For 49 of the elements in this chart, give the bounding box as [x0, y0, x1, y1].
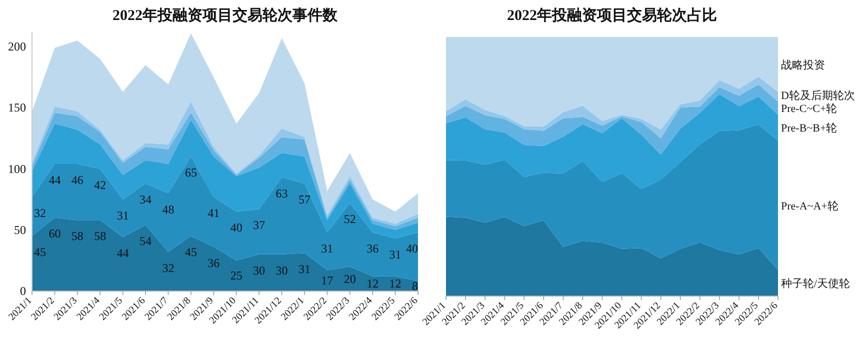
data-label: 17 — [321, 274, 334, 288]
data-label: 46 — [71, 172, 84, 187]
data-label: 8 — [412, 279, 418, 294]
data-label: 60 — [48, 226, 61, 241]
data-label: 63 — [276, 186, 288, 200]
data-label: 37 — [253, 218, 266, 232]
data-label: 42 — [94, 178, 106, 192]
data-label: 45 — [184, 245, 197, 260]
data-label: 31 — [321, 241, 334, 256]
data-label: 36 — [208, 256, 220, 270]
data-label: 40 — [230, 220, 242, 235]
data-label: 25 — [230, 268, 242, 283]
data-label: 30 — [276, 263, 288, 278]
data-label: 52 — [344, 212, 356, 226]
data-label: 32 — [34, 206, 46, 220]
data-label: 32 — [162, 260, 174, 275]
y-tick-label: 0 — [20, 284, 26, 298]
y-tick-label: 150 — [8, 100, 26, 115]
data-label: 31 — [298, 262, 310, 276]
data-label: 58 — [94, 229, 106, 244]
chart-title: 2022年投融资项目交易轮次事件数 — [112, 6, 338, 24]
data-label: 54 — [140, 234, 152, 248]
series-label: Pre-C~C+轮 — [781, 103, 838, 116]
series-label: Pre-A~A+轮 — [781, 200, 838, 212]
data-label: 31 — [389, 247, 402, 262]
data-label: 40 — [406, 241, 418, 256]
y-tick-label: 100 — [8, 162, 26, 176]
data-label: 30 — [253, 263, 266, 278]
series-label: 战略投资 — [781, 59, 825, 72]
data-label: 57 — [298, 192, 310, 206]
data-label: 65 — [184, 166, 197, 180]
y-tick-label: 50 — [14, 222, 26, 237]
data-label: 12 — [366, 276, 379, 291]
y-tick-label: 200 — [8, 40, 26, 54]
data-label: 44 — [48, 172, 61, 187]
data-label: 31 — [116, 208, 129, 222]
data-label: 44 — [116, 246, 129, 260]
data-label: 58 — [71, 229, 84, 244]
data-label: 36 — [366, 241, 379, 256]
series-label: Pre-B~B+轮 — [781, 122, 838, 135]
chart-title: 2022年投融资项目交易轮次占比 — [507, 6, 717, 24]
data-label: 41 — [208, 206, 220, 220]
data-label: 45 — [34, 245, 46, 260]
data-label: 48 — [162, 202, 174, 216]
data-label: 12 — [389, 276, 402, 291]
data-label: 34 — [140, 192, 152, 206]
series-label: 种子轮/天使轮 — [781, 277, 850, 290]
series-label: D轮及后期轮次 — [781, 89, 855, 102]
data-label: 20 — [344, 272, 356, 286]
